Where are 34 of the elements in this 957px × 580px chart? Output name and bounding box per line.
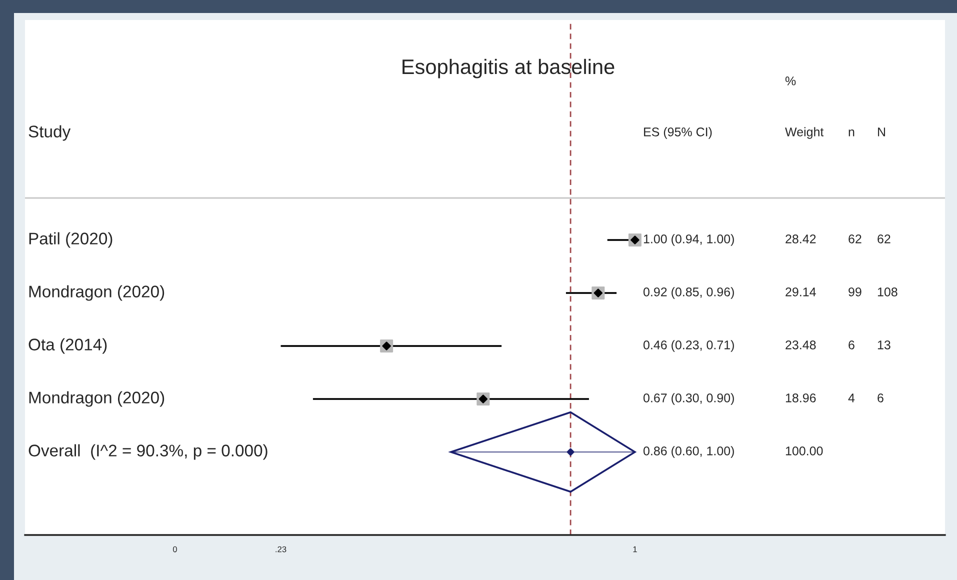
y-axis-title: Study [28, 125, 71, 141]
y-tick-label: Patil (2020) [29, 232, 112, 248]
annotation: 0.92 (0.85, 0.96) [643, 287, 734, 299]
annotation: 99 [848, 288, 862, 296]
text: ES (95% CI) [644, 127, 712, 139]
annotation: 29.14 [786, 288, 816, 296]
y-tick-label: Ota (2014) [28, 338, 107, 354]
x-tick-label: 1 [633, 546, 637, 552]
annotation: 62 [848, 234, 862, 244]
annotation: 6 [848, 340, 854, 350]
text: Weight [785, 127, 824, 139]
annotation: 100.00 [786, 446, 823, 456]
x-tick-label: .23 [276, 546, 286, 552]
text: % [785, 76, 796, 86]
annotation: 0.46 (0.23, 0.71) [643, 340, 734, 352]
annotation: 6 [878, 394, 884, 402]
annotation: 0.86 (0.60, 1.00) [643, 446, 734, 458]
point [566, 448, 574, 456]
annotation: 13 [878, 340, 890, 350]
annotation: 18.96 [786, 394, 816, 402]
annotation: 1.00 (0.94, 1.00) [644, 234, 734, 246]
annotation: 62 [878, 234, 890, 244]
chart-title: Esophagitis at baseline [402, 58, 614, 78]
annotation: 108 [878, 288, 898, 296]
y-tick-label: Mondragon (2020) [29, 285, 164, 301]
x-tick-label: 0 [172, 546, 177, 552]
annotation: 23.48 [786, 340, 816, 350]
y-tick-label: Overall (I^2 = 90.3%, p = 0.000) [28, 444, 268, 460]
text: N [878, 128, 886, 136]
annotation: 0.67 (0.30, 0.90) [643, 393, 734, 405]
annotation: 28.42 [786, 234, 816, 244]
y-tick-label: Mondragon (2020) [29, 391, 164, 407]
annotation: 4 [848, 394, 855, 402]
text: n [848, 130, 854, 136]
